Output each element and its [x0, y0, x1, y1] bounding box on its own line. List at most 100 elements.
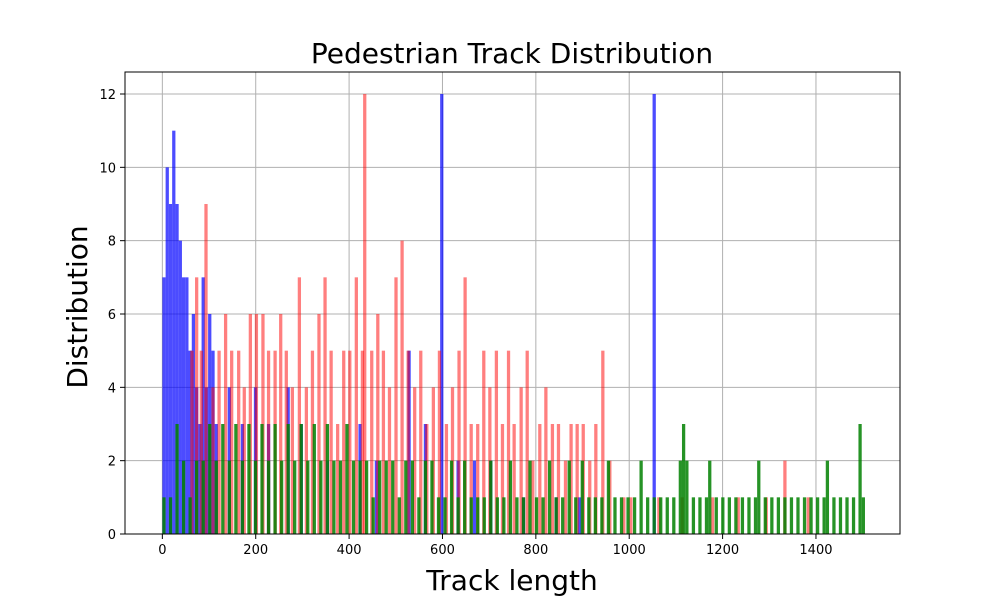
- histogram-bar: [691, 497, 696, 534]
- histogram-bar: [391, 460, 395, 534]
- histogram-bar: [495, 497, 499, 534]
- histogram-bar: [577, 497, 582, 534]
- histogram-bar: [476, 497, 480, 534]
- plot-frame: [124, 71, 901, 535]
- histogram-bar: [336, 424, 340, 534]
- histogram-bar: [208, 424, 212, 534]
- histogram-bar: [822, 497, 826, 534]
- histogram-bar: [600, 497, 604, 534]
- histogram-bar: [575, 424, 579, 534]
- histogram-bar: [363, 94, 367, 534]
- histogram-bar: [678, 460, 682, 534]
- histogram-bar: [858, 424, 862, 534]
- histogram-bar: [629, 497, 633, 534]
- histogram-bar: [659, 497, 663, 534]
- histogram-bar: [672, 497, 676, 534]
- histogram-bar: [521, 497, 526, 534]
- histogram-bar: [273, 424, 277, 534]
- histogram-bar: [665, 497, 669, 534]
- histogram-bar: [770, 497, 774, 534]
- histogram-bar: [714, 497, 718, 534]
- y-tick-label: 0: [108, 528, 116, 543]
- histogram-bar: [482, 350, 486, 534]
- histogram-bar: [201, 277, 205, 534]
- histogram-bar: [561, 497, 565, 534]
- histogram-bar: [221, 424, 225, 534]
- x-tick-label: 1400: [799, 543, 832, 558]
- histogram-bar: [351, 460, 356, 534]
- histogram-bar: [574, 497, 578, 534]
- histogram-bar: [280, 460, 284, 534]
- histogram-bar: [753, 497, 758, 534]
- histogram-bar: [178, 240, 182, 534]
- histogram-bar: [247, 424, 251, 534]
- histogram-bar: [845, 497, 849, 534]
- histogram-bar: [181, 277, 186, 534]
- histogram-bar: [329, 350, 333, 534]
- histogram-bar: [342, 350, 346, 534]
- y-tick-label: 8: [108, 235, 116, 250]
- histogram-bar: [312, 424, 316, 534]
- histogram-bar: [652, 94, 656, 534]
- histogram-bar: [531, 460, 535, 534]
- histogram-bar: [306, 460, 310, 534]
- histogram-bar: [685, 460, 689, 534]
- histogram-bar: [234, 424, 238, 534]
- histogram-bar: [185, 277, 189, 534]
- histogram-bar: [550, 424, 555, 534]
- histogram-bar: [763, 497, 767, 534]
- histogram-bar: [440, 94, 444, 534]
- histogram-bar: [413, 387, 417, 534]
- histogram-bar: [587, 497, 591, 534]
- y-tick-label: 4: [108, 381, 116, 396]
- histogram-bar: [528, 460, 532, 534]
- histogram-bar: [500, 424, 505, 534]
- histogram-bar: [472, 460, 477, 534]
- histogram-bar: [260, 424, 264, 534]
- histogram-bar: [360, 350, 365, 534]
- histogram-bar: [727, 497, 731, 534]
- histogram-bar: [721, 497, 725, 534]
- histogram-bar: [181, 460, 186, 534]
- histogram-bar: [378, 460, 382, 534]
- histogram-bar: [809, 497, 813, 534]
- histogram-bar: [394, 277, 398, 534]
- histogram-bar: [384, 460, 388, 534]
- histogram-bar: [519, 387, 523, 534]
- histogram-bar: [861, 497, 865, 534]
- histogram-bar: [506, 350, 511, 534]
- histogram-bar: [345, 424, 349, 534]
- histogram-bar: [449, 460, 454, 534]
- histogram-bar: [417, 497, 421, 534]
- histogram-bar: [681, 424, 686, 534]
- histogram-bar: [747, 497, 751, 534]
- histogram-bar: [632, 497, 637, 534]
- x-tick-label: 1000: [613, 543, 646, 558]
- x-tick-label: 800: [523, 543, 548, 558]
- histogram-bar: [310, 350, 315, 534]
- histogram-bar: [204, 204, 208, 534]
- histogram-bar: [796, 497, 800, 534]
- histogram-bar: [317, 314, 321, 534]
- histogram-bar: [567, 460, 571, 534]
- histogram-bar: [594, 424, 598, 534]
- histogram-bar: [290, 387, 295, 534]
- y-tick-label: 12: [99, 88, 116, 103]
- histogram-bar: [253, 460, 258, 534]
- histogram-bar: [593, 497, 598, 534]
- histogram-bar: [297, 277, 302, 534]
- histogram-bar: [348, 350, 352, 534]
- histogram-bar: [646, 497, 650, 534]
- histogram-bar: [195, 460, 199, 534]
- histogram-bar: [338, 460, 343, 534]
- histogram-bar: [776, 497, 781, 534]
- histogram-bar: [463, 277, 467, 534]
- histogram-bar: [423, 460, 428, 534]
- histogram-bar: [613, 497, 617, 534]
- histogram-bar: [293, 460, 297, 534]
- histogram-bar: [757, 460, 761, 534]
- histogram-bar: [168, 497, 173, 534]
- histogram-bar: [556, 424, 561, 534]
